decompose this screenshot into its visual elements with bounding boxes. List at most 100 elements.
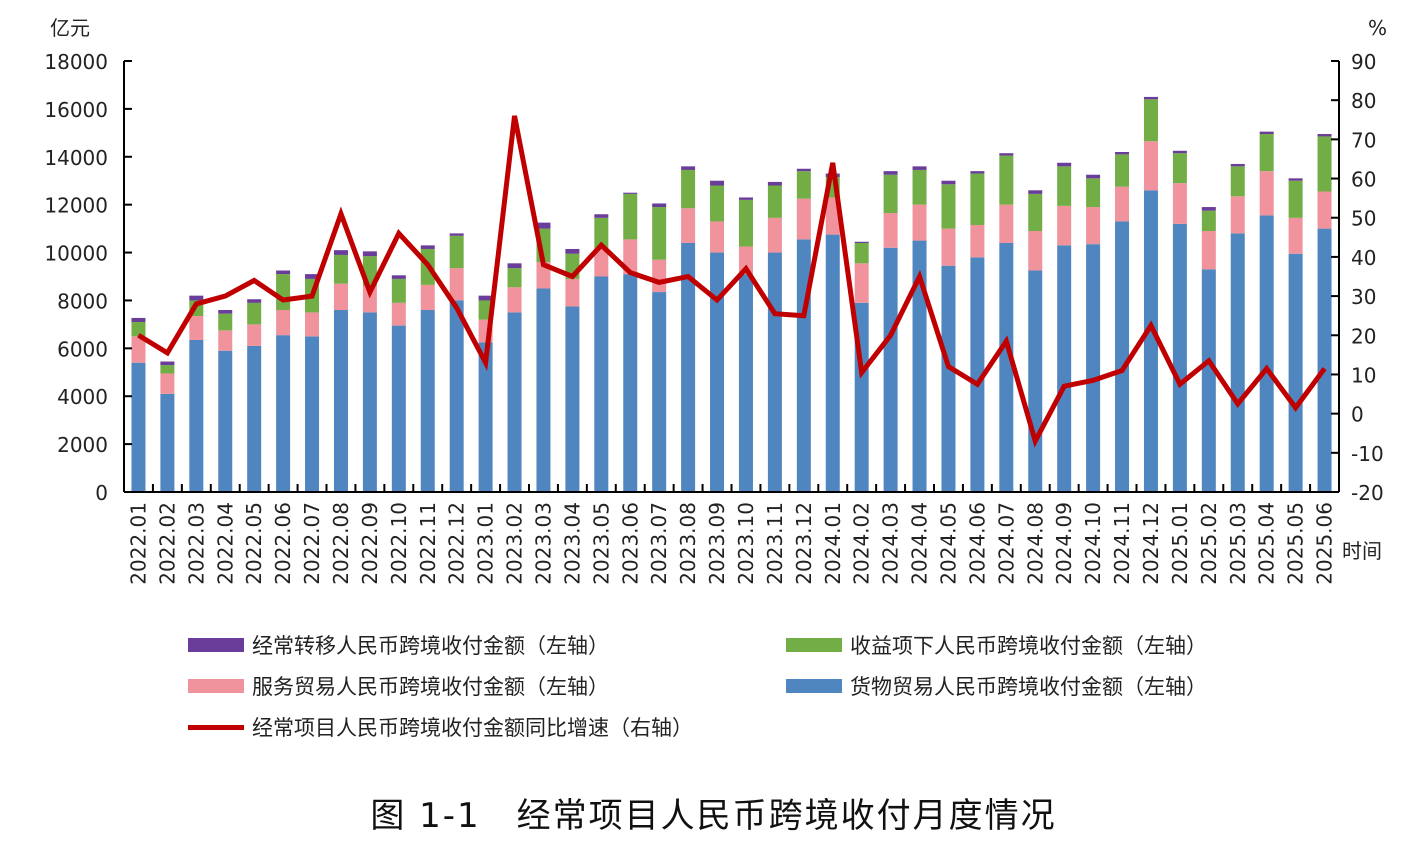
legend-item: 经常转移人民币跨境收付金额（左轴）: [188, 630, 609, 660]
legend-swatch: [786, 638, 842, 652]
left-tick-label: 12000: [44, 194, 108, 218]
bar-segment-2: [1086, 178, 1101, 208]
left-axis-title: 亿元: [50, 16, 90, 40]
bar-segment-2: [767, 185, 782, 218]
bar-segment-0: [710, 252, 725, 492]
bar-segment-3: [478, 295, 493, 301]
x-tick-label: 2022.11: [416, 502, 440, 585]
bar-segment-1: [333, 283, 348, 311]
x-tick-label: 2025.02: [1197, 502, 1221, 585]
bar-segment-0: [1259, 215, 1274, 493]
bar-segment-1: [276, 310, 291, 336]
bar-segment-3: [362, 251, 377, 257]
x-tick-label: 2024.07: [994, 502, 1018, 585]
bar-segment-0: [1230, 233, 1245, 492]
right-tick-label: -20: [1351, 481, 1384, 505]
bar-segment-2: [652, 207, 667, 260]
bar-segment-1: [305, 312, 320, 337]
figure-title: 图 1-1 经常项目人民币跨境收付月度情况: [370, 796, 1057, 836]
bar-segment-2: [1230, 166, 1245, 197]
right-tick-label: 0: [1351, 403, 1364, 427]
x-tick-label: 2024.12: [1139, 502, 1163, 585]
x-tick-label: 2023.08: [676, 502, 700, 585]
bar-segment-0: [594, 276, 609, 492]
bar-segment-0: [507, 312, 522, 492]
bar-segment-0: [652, 292, 667, 492]
x-tick-label: 2022.01: [126, 502, 150, 585]
chart-svg: 0 2000 4000 6000 8000 10000 12000 14000 16000 180…: [44, 16, 1387, 585]
x-tick-label: 2024.08: [1023, 502, 1047, 585]
left-tick-label: 6000: [57, 337, 108, 361]
bar-segment-0: [1317, 228, 1332, 492]
bar-segment-0: [912, 240, 927, 492]
x-tick-label: 2023.09: [705, 502, 729, 585]
bar-segment-1: [1172, 183, 1187, 224]
x-tick-label: 2025.04: [1255, 502, 1279, 585]
x-tick-label: 2023.12: [792, 502, 816, 585]
legend-label: 收益项下人民币跨境收付金额（左轴）: [850, 634, 1207, 658]
legend-label: 经常转移人民币跨境收付金额（左轴）: [252, 634, 609, 658]
bar-segment-3: [883, 171, 898, 175]
x-tick-label: 2024.10: [1081, 502, 1105, 585]
x-tick-label: 2022.04: [213, 502, 237, 585]
bar-segment-3: [1259, 131, 1274, 135]
bar-segment-0: [1086, 244, 1101, 492]
bar-segment-3: [1317, 134, 1332, 137]
bar-segment-3: [333, 250, 348, 255]
x-tick-label: 2024.01: [821, 502, 845, 585]
bar-segment-3: [1143, 96, 1158, 100]
bar-segment-0: [738, 274, 753, 492]
bar-segment-3: [1028, 190, 1043, 194]
bar-segment-3: [565, 248, 580, 254]
x-tick-label: 2025.05: [1284, 502, 1308, 585]
bar-segment-2: [131, 321, 146, 337]
bar-segment-0: [1143, 190, 1158, 493]
bar-segment-2: [1143, 99, 1158, 142]
bar-segment-3: [796, 168, 811, 172]
bar-segment-1: [767, 217, 782, 253]
x-tick-label: 2023.05: [589, 502, 613, 585]
legend-swatch: [188, 679, 244, 693]
bar-segment-2: [1172, 153, 1187, 184]
x-tick-label: 2025.01: [1168, 502, 1192, 585]
legend-item: 经常项目人民币跨境收付金额同比增速（右轴）: [188, 712, 693, 742]
bar-segment-2: [507, 268, 522, 288]
bar-segment-2: [1259, 134, 1274, 172]
bar-segment-0: [1201, 269, 1216, 492]
left-tick-label: 14000: [44, 146, 108, 170]
bar-segment-3: [652, 203, 667, 208]
bar-segment-1: [710, 221, 725, 253]
bar-segment-0: [1115, 221, 1130, 492]
x-tick-label: 2022.08: [329, 502, 353, 585]
bar-segment-2: [594, 217, 609, 248]
bar-segment-3: [767, 181, 782, 186]
x-tick-label: 2023.11: [763, 502, 787, 585]
left-tick-label: 0: [95, 481, 108, 505]
bar-segment-1: [449, 268, 464, 301]
legend-item: 收益项下人民币跨境收付金额（左轴）: [786, 630, 1207, 660]
x-tick-label: 2023.10: [734, 502, 758, 585]
bar-segment-1: [247, 324, 262, 346]
right-tick-label: 50: [1351, 207, 1376, 231]
x-tick-label: 2025.06: [1313, 502, 1337, 585]
bar-segment-0: [276, 335, 291, 492]
x-tick-label: 2022.02: [155, 502, 179, 585]
x-tick-label: 2024.02: [850, 502, 874, 585]
x-tick-label: 2023.02: [503, 502, 527, 585]
legend-label: 经常项目人民币跨境收付金额同比增速（右轴）: [252, 716, 693, 740]
x-tick-label: 2022.05: [242, 502, 266, 585]
bar-segment-1: [912, 204, 927, 241]
bar-segment-1: [420, 284, 435, 311]
bar-segment-2: [449, 235, 464, 269]
bar-segment-0: [189, 339, 204, 492]
bar-segment-3: [247, 299, 262, 303]
bar-segment-0: [391, 325, 406, 492]
x-tick-label: 2022.06: [271, 502, 295, 585]
bar-segment-2: [970, 173, 985, 226]
bar-segment-1: [825, 197, 840, 235]
x-tick-label: 2024.06: [965, 502, 989, 585]
bar-segment-0: [883, 247, 898, 492]
bar-segment-1: [999, 204, 1014, 243]
bar-segment-3: [1172, 150, 1187, 154]
bar-segment-3: [507, 263, 522, 269]
